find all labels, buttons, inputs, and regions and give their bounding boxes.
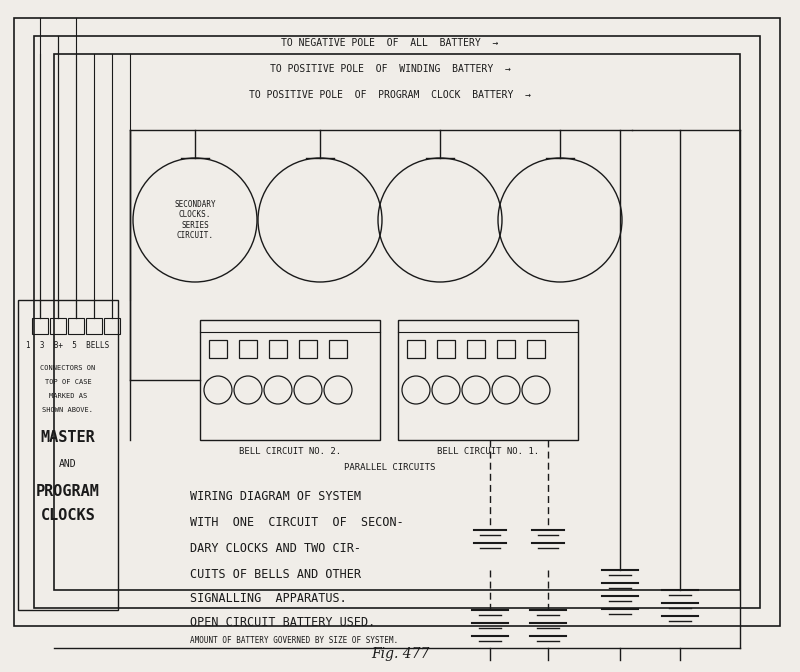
Bar bbox=[299, 340, 317, 358]
Bar bbox=[497, 340, 515, 358]
Text: AND: AND bbox=[59, 459, 77, 469]
Bar bbox=[200, 320, 380, 440]
Bar bbox=[527, 340, 545, 358]
Bar bbox=[209, 340, 227, 358]
Bar bbox=[467, 340, 485, 358]
Text: Fig. 477: Fig. 477 bbox=[371, 647, 429, 661]
Text: SHOWN ABOVE.: SHOWN ABOVE. bbox=[42, 407, 94, 413]
Bar bbox=[34, 36, 760, 608]
Text: SIGNALLING  APPARATUS.: SIGNALLING APPARATUS. bbox=[190, 592, 346, 605]
Bar bbox=[269, 340, 287, 358]
Text: TO NEGATIVE POLE  OF  ALL  BATTERY  →: TO NEGATIVE POLE OF ALL BATTERY → bbox=[282, 38, 498, 48]
Bar bbox=[104, 318, 120, 334]
Bar bbox=[32, 318, 48, 334]
Text: MASTER: MASTER bbox=[41, 431, 95, 446]
Text: CUITS OF BELLS AND OTHER: CUITS OF BELLS AND OTHER bbox=[190, 568, 361, 581]
Text: TO POSITIVE POLE  OF  PROGRAM  CLOCK  BATTERY  →: TO POSITIVE POLE OF PROGRAM CLOCK BATTER… bbox=[249, 90, 531, 100]
Text: CLOCKS: CLOCKS bbox=[41, 509, 95, 523]
Text: TO POSITIVE POLE  OF  WINDING  BATTERY  →: TO POSITIVE POLE OF WINDING BATTERY → bbox=[270, 64, 510, 74]
Text: SECONDARY
CLOCKS.
SERIES
CIRCUIT.: SECONDARY CLOCKS. SERIES CIRCUIT. bbox=[174, 200, 216, 240]
Bar bbox=[437, 340, 455, 358]
Bar bbox=[407, 340, 425, 358]
Text: PARALLEL CIRCUITS: PARALLEL CIRCUITS bbox=[344, 464, 436, 472]
Bar bbox=[54, 54, 740, 590]
Bar bbox=[18, 300, 118, 610]
Bar bbox=[86, 318, 102, 334]
Bar bbox=[398, 320, 578, 440]
Text: CONNECTORS ON: CONNECTORS ON bbox=[40, 365, 96, 371]
Bar bbox=[329, 340, 347, 358]
Text: BELL CIRCUIT NO. 1.: BELL CIRCUIT NO. 1. bbox=[437, 448, 539, 456]
Text: DARY CLOCKS AND TWO CIR-: DARY CLOCKS AND TWO CIR- bbox=[190, 542, 361, 555]
Text: WITH  ONE  CIRCUIT  OF  SECON-: WITH ONE CIRCUIT OF SECON- bbox=[190, 516, 404, 529]
Text: BELL CIRCUIT NO. 2.: BELL CIRCUIT NO. 2. bbox=[239, 448, 341, 456]
Bar bbox=[239, 340, 257, 358]
Bar bbox=[50, 318, 66, 334]
Text: WIRING DIAGRAM OF SYSTEM: WIRING DIAGRAM OF SYSTEM bbox=[190, 490, 361, 503]
Bar bbox=[68, 318, 84, 334]
Text: 1  3  B+  5  BELLS: 1 3 B+ 5 BELLS bbox=[26, 341, 110, 351]
Text: PROGRAM: PROGRAM bbox=[36, 485, 100, 499]
Text: MARKED AS: MARKED AS bbox=[49, 393, 87, 399]
Text: AMOUNT OF BATTERY GOVERNED BY SIZE OF SYSTEM.: AMOUNT OF BATTERY GOVERNED BY SIZE OF SY… bbox=[190, 636, 398, 645]
Text: TOP OF CASE: TOP OF CASE bbox=[45, 379, 91, 385]
Text: OPEN CIRCUIT BATTERY USED.: OPEN CIRCUIT BATTERY USED. bbox=[190, 616, 375, 629]
